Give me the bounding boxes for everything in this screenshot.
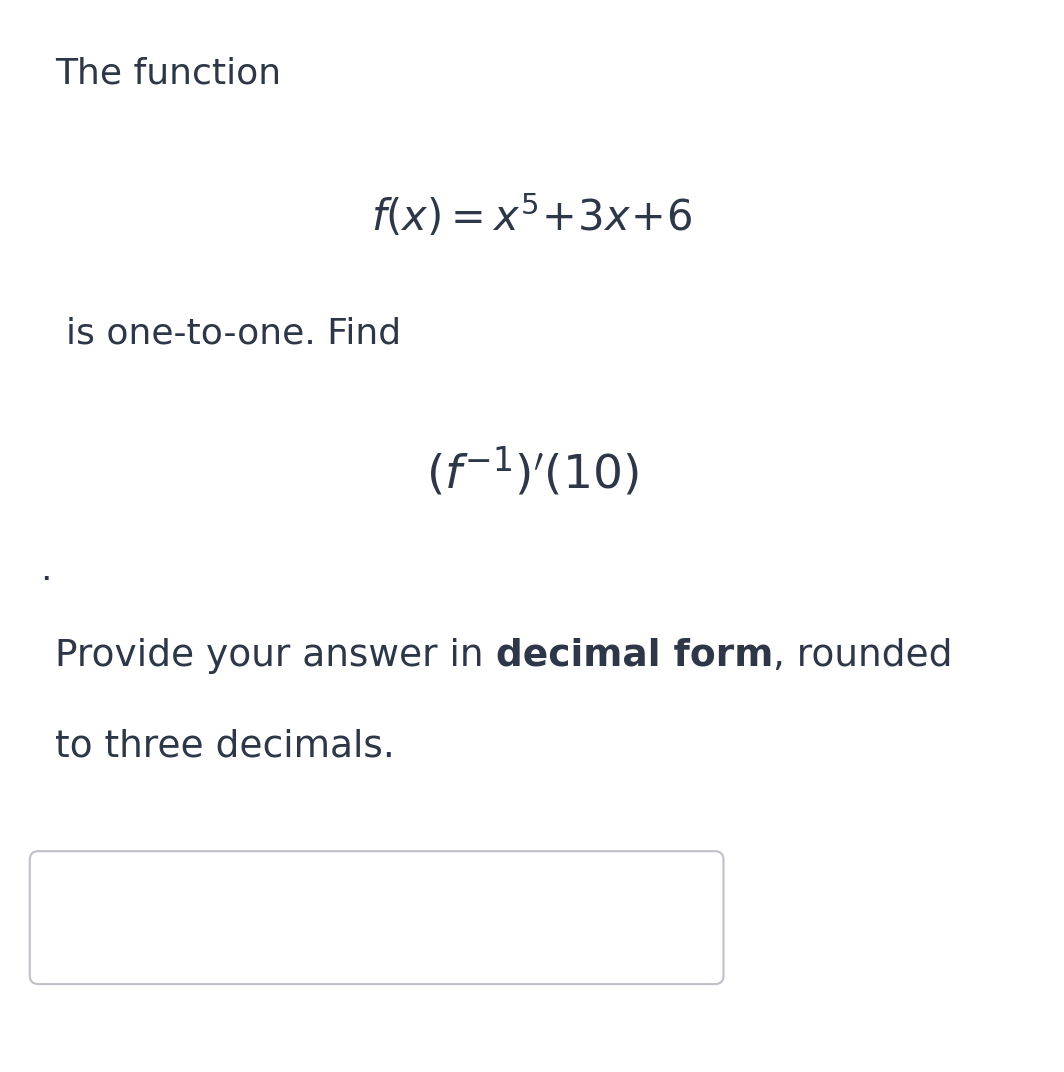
- Text: The function: The function: [55, 57, 282, 91]
- Text: to three decimals.: to three decimals.: [55, 729, 395, 765]
- Text: ·: ·: [40, 563, 52, 597]
- Text: $(f^{-1})^{\prime}(10)$: $(f^{-1})^{\prime}(10)$: [426, 445, 638, 498]
- Text: is one-to-one. Find: is one-to-one. Find: [66, 316, 401, 351]
- Text: $f(x)=x^5\!+\!3x\!+\!6$: $f(x)=x^5\!+\!3x\!+\!6$: [371, 193, 693, 240]
- Text: decimal form: decimal form: [496, 638, 774, 674]
- FancyBboxPatch shape: [30, 851, 724, 984]
- Text: Provide your answer in: Provide your answer in: [55, 638, 496, 674]
- Text: , rounded: , rounded: [774, 638, 952, 674]
